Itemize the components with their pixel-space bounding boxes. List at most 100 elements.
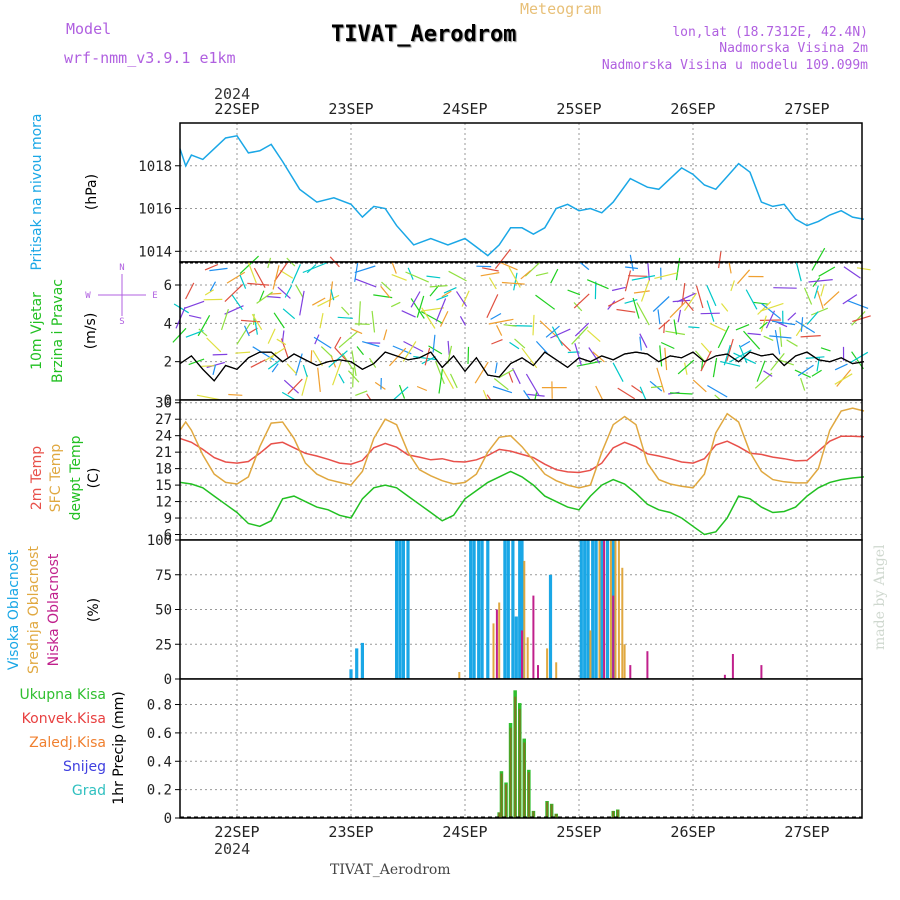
wind-arrow bbox=[700, 342, 712, 355]
wind-arrow bbox=[371, 310, 376, 333]
model-altitude-label: Nadmorska Visina u modelu 109.099m bbox=[601, 58, 868, 73]
wind-arrow bbox=[669, 392, 693, 395]
wind-arrow bbox=[383, 329, 388, 341]
wind-arrow bbox=[426, 275, 441, 279]
bar bbox=[586, 540, 590, 679]
bar bbox=[526, 637, 529, 679]
wind-arrow bbox=[625, 266, 638, 270]
wind-arrow bbox=[220, 309, 229, 331]
wind-arrow bbox=[410, 298, 425, 319]
panel-clouds: 0 25 50 75 100 bbox=[147, 533, 863, 688]
bar-overlay bbox=[550, 804, 553, 818]
wind-arrow bbox=[196, 394, 220, 401]
temp-unit-label: (C) bbox=[86, 468, 102, 489]
wind-arrow bbox=[319, 312, 324, 329]
wind-arrow bbox=[302, 262, 327, 274]
y-tick-label: 6 bbox=[164, 278, 172, 294]
day-label-bottom: 27SEP bbox=[784, 823, 829, 841]
wind-arrow bbox=[301, 375, 309, 396]
wind-arrow bbox=[624, 270, 632, 292]
bar bbox=[537, 665, 539, 679]
wind-arrow bbox=[420, 310, 444, 324]
cloud-unit-label: (%) bbox=[86, 598, 102, 622]
wind-arrow bbox=[286, 363, 297, 375]
wind-arrow bbox=[652, 296, 670, 312]
wind-arrow bbox=[818, 266, 836, 277]
wind-arrow bbox=[332, 361, 342, 386]
wind-arrow bbox=[795, 320, 816, 334]
wind-arrow bbox=[535, 272, 549, 277]
y-tick-label: 0.8 bbox=[147, 698, 172, 714]
wind-arrow bbox=[743, 330, 761, 350]
wind-arrow bbox=[334, 347, 347, 361]
wind-arrow bbox=[760, 302, 784, 312]
wind-arrow bbox=[695, 350, 705, 362]
wind-arrow bbox=[770, 353, 785, 371]
wind-arrow bbox=[765, 310, 776, 329]
wind-arrow bbox=[481, 267, 499, 272]
wind-arrow bbox=[253, 267, 266, 288]
compass-s-label: S bbox=[119, 317, 124, 327]
wind-arrow bbox=[388, 347, 407, 367]
wind-arrow bbox=[250, 359, 266, 368]
page-subtitle: Meteogram bbox=[520, 0, 602, 18]
wind-arrow bbox=[757, 301, 772, 315]
y-tick-label: 30 bbox=[155, 396, 172, 412]
wind-arrow bbox=[736, 269, 751, 285]
wind-arrow bbox=[497, 260, 518, 271]
wind-arrow bbox=[253, 313, 255, 325]
wind-arrow bbox=[640, 279, 650, 302]
wind-arrow bbox=[773, 287, 797, 289]
wind-arrow bbox=[677, 309, 682, 323]
wind-arrow bbox=[709, 322, 726, 332]
bar-overlay bbox=[546, 801, 549, 818]
bar bbox=[589, 630, 592, 679]
wind-arrow bbox=[239, 274, 247, 289]
model-label: Model bbox=[66, 20, 112, 38]
wind-arrow bbox=[665, 330, 686, 336]
y-tick-label: 12 bbox=[155, 495, 172, 511]
wind-arrow bbox=[281, 330, 285, 344]
wind-arrow bbox=[354, 265, 376, 274]
wind-arrow bbox=[467, 346, 470, 365]
bar bbox=[506, 540, 510, 679]
wind-arrow bbox=[624, 299, 638, 304]
wind-arrow bbox=[786, 339, 798, 347]
bar bbox=[617, 540, 620, 679]
bar bbox=[605, 540, 610, 679]
wind-arrow bbox=[579, 261, 590, 271]
wind-arrow bbox=[338, 373, 345, 384]
wind-arrow bbox=[695, 285, 704, 309]
wind-arrow bbox=[532, 314, 535, 336]
bar-overlay bbox=[514, 696, 517, 818]
wind-arrow bbox=[856, 267, 871, 271]
wind-arrow bbox=[629, 254, 634, 272]
wind-arrow bbox=[494, 362, 498, 374]
wind-arrow bbox=[681, 283, 686, 306]
bar bbox=[398, 540, 402, 679]
wind-arrow bbox=[496, 325, 503, 336]
wind-arrow bbox=[209, 267, 228, 272]
bar bbox=[623, 644, 626, 680]
bar bbox=[477, 540, 481, 679]
y-tick-label: 27 bbox=[155, 412, 172, 428]
wind-arrow bbox=[347, 370, 360, 383]
wind-arrow bbox=[657, 309, 661, 325]
wind-arrow bbox=[390, 301, 401, 308]
wind-arrow bbox=[729, 349, 752, 363]
bar bbox=[598, 540, 601, 679]
bar bbox=[609, 540, 612, 679]
y-tick-label: 25 bbox=[155, 637, 172, 653]
bar bbox=[518, 540, 522, 679]
wind-arrow bbox=[313, 336, 332, 349]
wind-arrow bbox=[424, 347, 431, 366]
wind-arrow bbox=[271, 363, 279, 373]
wind-arrow bbox=[320, 346, 333, 358]
wind-arrow bbox=[677, 359, 695, 375]
wind-arrow bbox=[682, 297, 694, 312]
y-tick-label: 0 bbox=[164, 811, 172, 827]
wind-arrow bbox=[436, 294, 449, 301]
wind-arrow bbox=[612, 362, 624, 382]
bar bbox=[486, 540, 490, 679]
